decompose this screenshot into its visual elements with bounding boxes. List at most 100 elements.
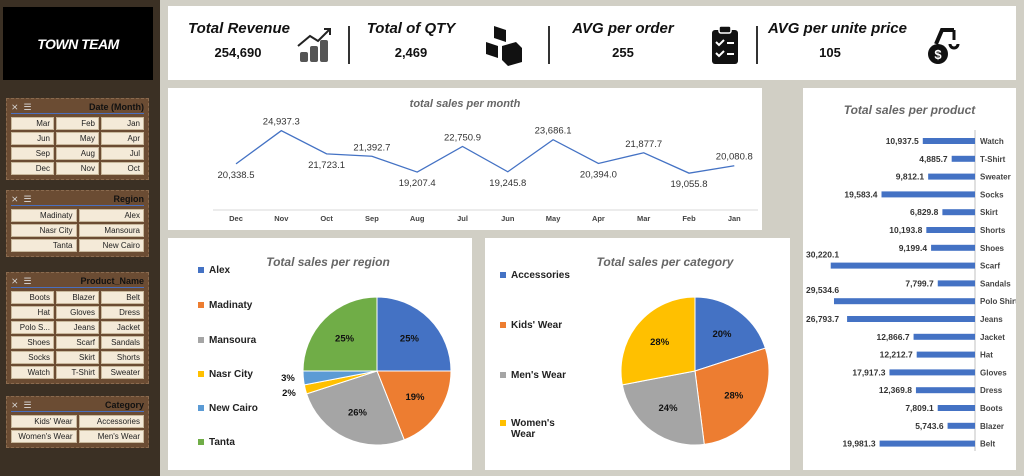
slicer-item[interactable]: Dress [101, 306, 144, 319]
bar [926, 227, 975, 233]
slicer-item[interactable]: Belt [101, 291, 144, 304]
bar [951, 155, 975, 162]
kpi-total-revenue: Total Revenue 254,690 [188, 20, 290, 60]
slicer-item[interactable]: Kids' Wear [11, 415, 77, 428]
x-tick-label: Mar [637, 214, 650, 223]
slicer-item[interactable]: Mansoura [78, 224, 144, 237]
slicer-item[interactable]: Scarf [56, 336, 99, 349]
bar [847, 316, 975, 322]
kpi-divider [756, 26, 758, 64]
slicer-item[interactable]: May [56, 132, 99, 145]
y-tick-label: Jacket [980, 333, 1005, 342]
slicer-item[interactable]: Jeans [56, 321, 99, 334]
slicer-item[interactable]: Gloves [56, 306, 99, 319]
y-tick-label: Shorts [980, 226, 1006, 235]
slicer-item[interactable]: Madinaty [11, 209, 77, 222]
kpi-value: 2,469 [394, 45, 428, 60]
multi-select-icon[interactable]: ☰ [23, 101, 32, 112]
slicer-item[interactable]: Jun [11, 132, 54, 145]
slicer-item[interactable]: Alex [78, 209, 144, 222]
slicer-item[interactable]: Women's Wear [11, 430, 77, 443]
legend-swatch [198, 337, 204, 343]
slicer-item[interactable]: Jan [101, 117, 144, 130]
legend-label: Alex [209, 265, 231, 276]
clear-filter-icon[interactable]: ⨯ [11, 399, 19, 410]
slice-label: 24% [659, 403, 679, 414]
slicer-item[interactable]: Mar [11, 117, 54, 130]
chart-title: Total sales per product [843, 103, 976, 117]
pie-slice [376, 296, 452, 372]
pie-slice [621, 370, 705, 446]
legend-label: New Cairo [209, 403, 258, 414]
kpi-label: Total of QTY [366, 20, 456, 37]
x-tick-label: Jan [728, 214, 741, 223]
slicer-title: Region [113, 194, 145, 204]
legend-swatch [198, 267, 204, 273]
clear-filter-icon[interactable]: ⨯ [11, 193, 19, 204]
data-label: 22,750.9 [444, 132, 481, 143]
pie-slice [305, 370, 405, 446]
data-label: 21,723.1 [308, 160, 345, 171]
slicer-item[interactable]: Tanta [11, 239, 77, 252]
legend-label: Nasr City [209, 369, 253, 380]
slicer-item[interactable]: Sandals [101, 336, 144, 349]
bar [833, 298, 975, 305]
slice-label: 20% [712, 329, 732, 340]
legend-swatch [198, 439, 204, 445]
slicer-item[interactable]: Jul [101, 147, 144, 160]
slicer-item[interactable]: Sweater [101, 366, 144, 379]
multi-select-icon[interactable]: ☰ [23, 399, 32, 410]
slicer-item[interactable]: Oct [101, 162, 144, 175]
slicer-item[interactable]: Men's Wear [78, 430, 144, 443]
legend-label: Men's Wear [511, 370, 566, 381]
clear-filter-icon[interactable]: ⨯ [11, 101, 19, 112]
bar [928, 173, 975, 180]
bar [931, 244, 975, 251]
slicer-item[interactable]: Shoes [11, 336, 54, 349]
y-tick-label: Shoes [980, 244, 1005, 253]
multi-select-icon[interactable]: ☰ [23, 193, 32, 204]
legend-label: Mansoura [209, 335, 257, 346]
slicer-item[interactable]: Socks [11, 351, 54, 364]
data-label: 19,245.8 [489, 178, 526, 189]
slicer-item[interactable]: Apr [101, 132, 144, 145]
y-tick-label: Dress [980, 386, 1003, 395]
slicer-item[interactable]: Nov [56, 162, 99, 175]
bar-chart-canvas: 10,937.5 Watch 4,885.7 T-Shirt 9,812.1 Sweate… [806, 130, 1016, 451]
slicer-item[interactable]: Blazer [56, 291, 99, 304]
kpi-divider [348, 26, 350, 64]
slicer-item[interactable]: Aug [56, 147, 99, 160]
y-tick-label: Belt [980, 440, 995, 449]
legend-swatch [500, 322, 506, 328]
slicer-item[interactable]: Sep [11, 147, 54, 160]
slicer-item[interactable]: Skirt [56, 351, 99, 364]
series-line [235, 129, 735, 174]
kpi-panel: Total Revenue 254,690 Total of QTY 2,469 A… [168, 6, 1016, 80]
x-tick-label: Sep [365, 214, 379, 223]
kpi-divider [548, 26, 550, 64]
clear-filter-icon[interactable]: ⨯ [11, 275, 19, 286]
bar [830, 262, 975, 269]
slicer-item[interactable]: Polo S... [11, 321, 54, 334]
data-label: 12,369.8 [879, 385, 912, 395]
slicer-item[interactable]: Nasr City [11, 224, 77, 237]
slicer-item[interactable]: Boots [11, 291, 54, 304]
slicer-item[interactable]: Hat [11, 306, 54, 319]
slicer-item[interactable]: Feb [56, 117, 99, 130]
slicer-item[interactable]: Jacket [101, 321, 144, 334]
bar [922, 138, 975, 144]
x-tick-label: Feb [682, 214, 696, 223]
slicer-item[interactable]: T-Shirt [56, 366, 99, 379]
slicer-item[interactable]: Accessories [78, 415, 144, 428]
chart-title: total sales per month [409, 98, 521, 110]
multi-select-icon[interactable]: ☰ [23, 275, 32, 286]
slicer-item[interactable]: Shorts [101, 351, 144, 364]
slicer-item[interactable]: New Cairo [78, 239, 144, 252]
slicer-item[interactable]: Watch [11, 366, 54, 379]
data-label: 20,394.0 [580, 169, 617, 180]
bar [942, 209, 975, 216]
slicer-item[interactable]: Dec [11, 162, 54, 175]
bar [947, 422, 975, 429]
bar [937, 405, 975, 411]
slicer-title: Date (Month) [89, 102, 144, 112]
